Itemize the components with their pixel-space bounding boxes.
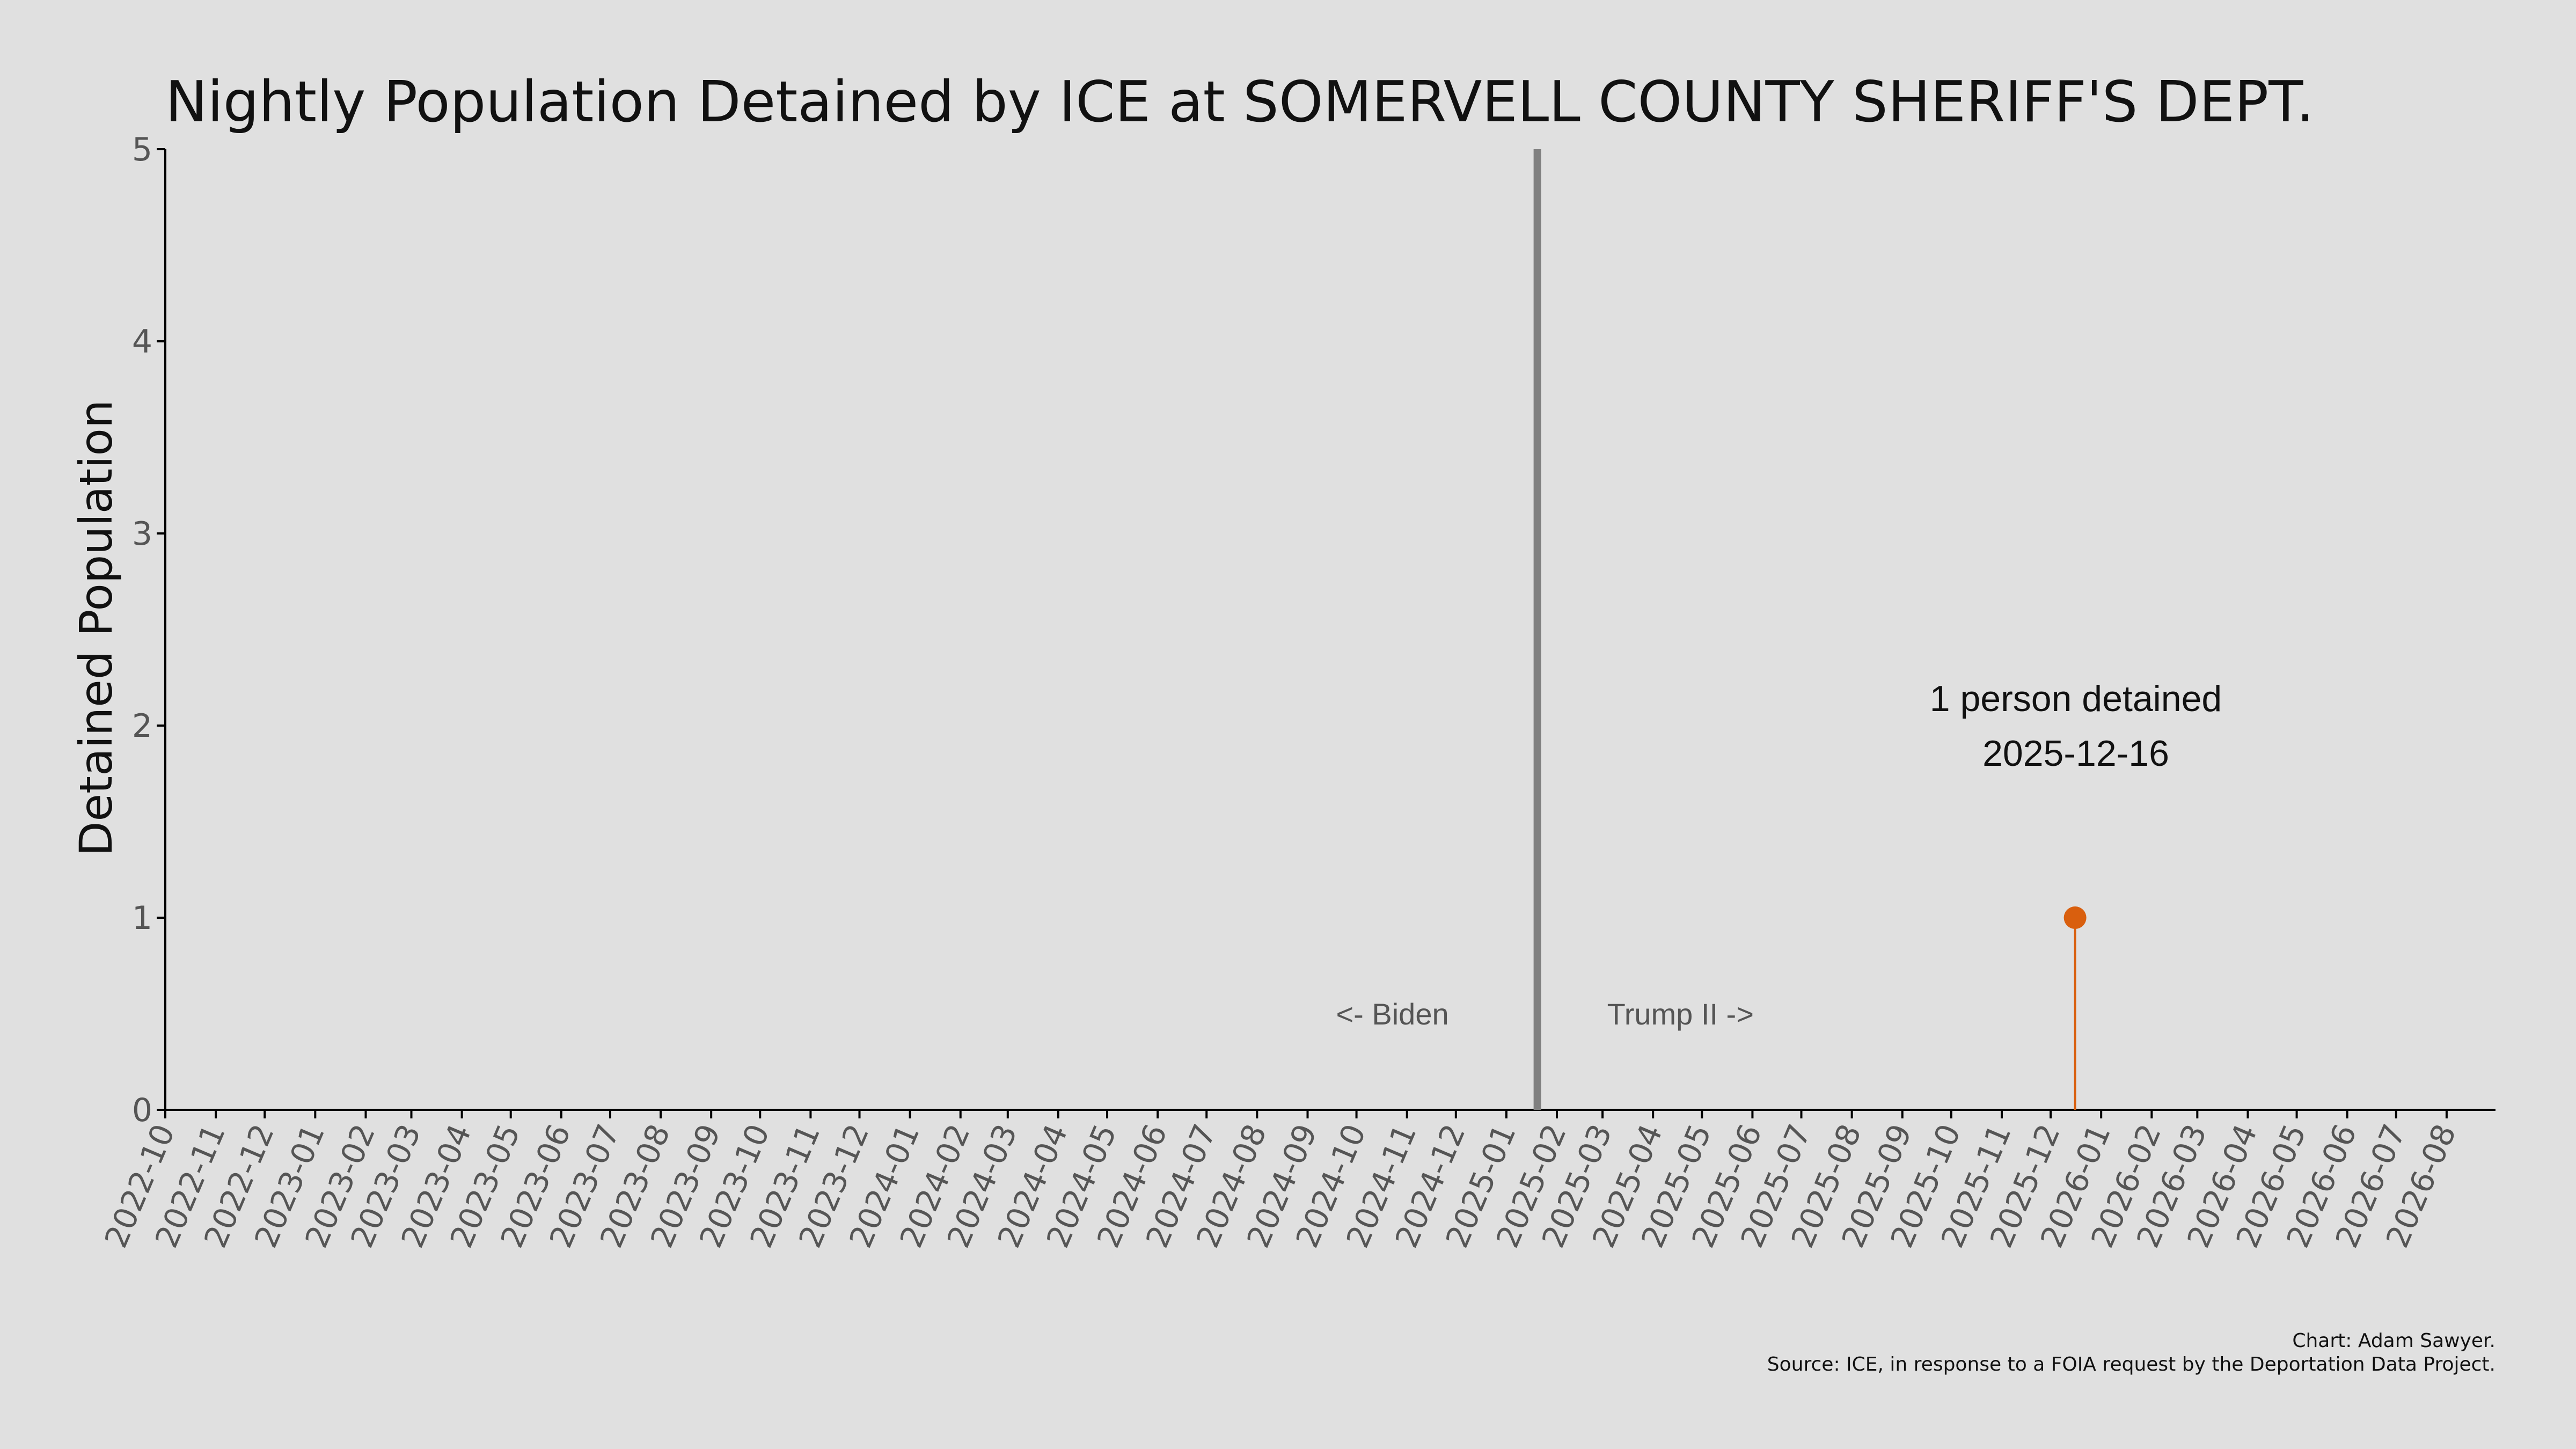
y-tick-label: 0 [132, 1092, 152, 1129]
annotation-line-1: 1 person detained [1930, 678, 2222, 719]
period-label-biden: <- Biden [1336, 997, 1448, 1031]
y-tick-label: 5 [132, 131, 152, 169]
y-tick-label: 2 [132, 707, 152, 745]
credit-source: Source: ICE, in response to a FOIA reque… [1767, 1353, 2496, 1375]
credit-author: Chart: Adam Sawyer. [2292, 1330, 2496, 1352]
y-axis-label: Detained Population [70, 400, 122, 856]
chart-title: Nightly Population Detained by ICE at SO… [165, 69, 2314, 135]
data-point [2063, 906, 2087, 929]
period-label-trump: Trump II -> [1607, 997, 1754, 1031]
y-tick-label: 1 [132, 899, 152, 937]
annotation-line-2: 2025-12-16 [1982, 733, 2169, 774]
y-tick-label: 4 [132, 323, 152, 361]
y-tick-label: 3 [132, 515, 152, 553]
